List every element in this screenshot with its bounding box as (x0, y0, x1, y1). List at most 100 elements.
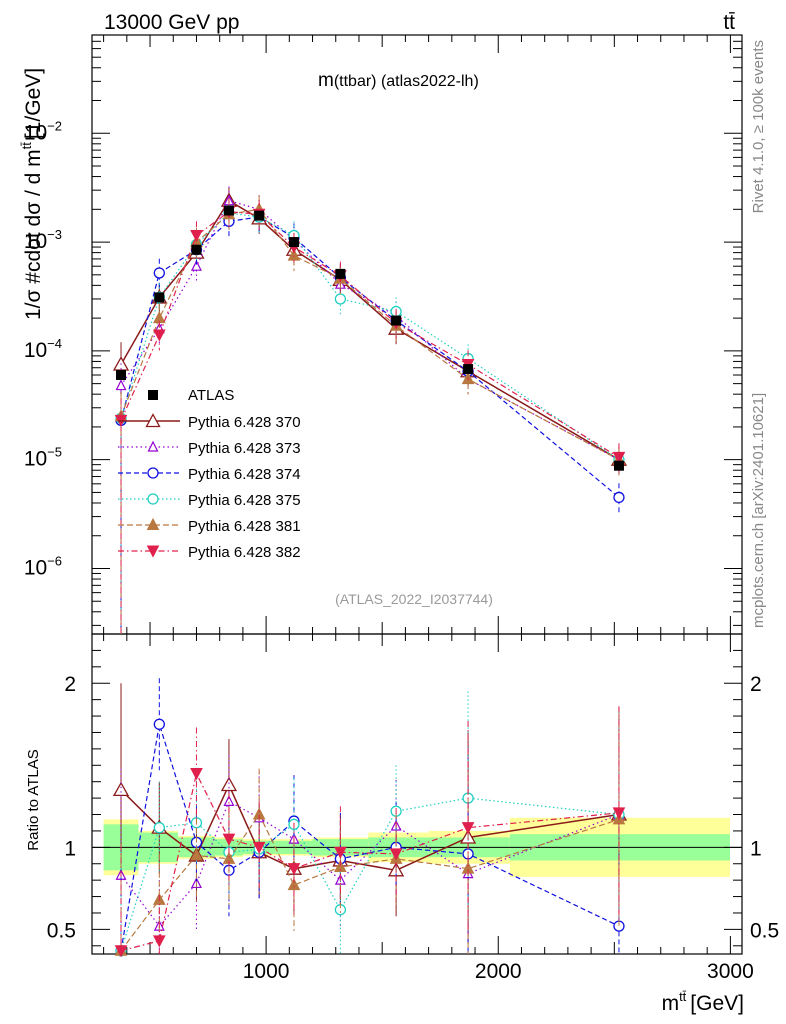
main-y-tick-label-2: 10−4 (24, 336, 62, 362)
legend-entry-381: Pythia 6.428 381 (118, 517, 301, 535)
plot-title-main: m (318, 70, 334, 91)
x-axis-label-sup: tt̄ (679, 989, 687, 1004)
main-y-tick-label-base: 10 (24, 448, 47, 471)
series-line-382 (120, 211, 620, 458)
data-point-373 (115, 379, 127, 391)
ratio-line-381 (120, 813, 620, 952)
legend-entry-382: Pythia 6.428 382 (118, 544, 301, 561)
main-y-tick-label-0: 10−6 (24, 553, 62, 579)
main-y-axis-label-main: 1/σ #cdot dσ / d m (22, 149, 45, 320)
ratio-point-382 (461, 822, 475, 835)
x-axis-label-unit: [GeV] (690, 992, 744, 1015)
ratio-y-tick-label-left-1: 1 (64, 837, 76, 860)
legend-marker-373 (147, 440, 159, 452)
data-point-382 (612, 451, 626, 464)
legend-label-374: Pythia 6.428 374 (188, 466, 301, 483)
legend-entry-atlas: ATLAS (148, 387, 234, 404)
main-y-tick-label-3: 10−3 (24, 227, 62, 253)
legend-label-375: Pythia 6.428 375 (188, 492, 301, 509)
ratio-point-374 (153, 718, 165, 730)
x-axis-label-main: m (662, 992, 680, 1015)
data-point-374 (153, 267, 165, 279)
series-line-375 (120, 212, 620, 461)
main-y-axis-label-unit: [1/GeV] (22, 68, 45, 139)
main-y-axis-label: 1/σ #cdot dσ / d mtt̄ [1/GeV] (19, 68, 45, 320)
ratio-point-382 (287, 863, 301, 876)
plot-title: m(ttbar) (atlas2022-lh) (318, 70, 479, 91)
legend-entry-375: Pythia 6.428 375 (118, 492, 301, 509)
ratio-point-375 (153, 821, 165, 834)
atlas-data-point (335, 268, 346, 279)
main-y-tick-label-base: 10 (24, 230, 47, 253)
legend-label-atlas: ATLAS (188, 387, 234, 404)
legend-marker-381 (146, 517, 160, 530)
legend-marker-382 (146, 545, 160, 558)
mcplots-label: mcplots.cern.ch [arXiv:2401.10621] (750, 393, 767, 628)
rivet-label: Rivet 4.1.0, ≥ 100k events (750, 40, 767, 213)
ratio-point-382 (222, 833, 236, 846)
main-y-tick-label-exp: −5 (47, 445, 62, 460)
legend-label-370: Pythia 6.428 370 (188, 414, 301, 431)
atlas-data-point (191, 244, 202, 255)
x-tick-label-1: 2000 (475, 960, 522, 983)
series-line-374 (120, 216, 620, 498)
data-point-382 (190, 229, 203, 243)
ratio-point-382 (334, 846, 347, 859)
ratio-frame (91, 633, 743, 955)
energy-label: 13000 GeV pp (104, 11, 239, 34)
data-point-373 (190, 259, 202, 271)
main-y-axis-label-sup: tt̄ (19, 142, 34, 150)
ratio-y-tick-label-right-0: 0.5 (750, 919, 779, 942)
main-y-tick-label-exp: −6 (47, 553, 62, 568)
ratio-y-tick-label-left-2: 2 (64, 673, 76, 696)
main-y-tick-label-exp: −4 (47, 336, 62, 351)
ratio-point-382 (152, 935, 166, 948)
ratio-point-381 (287, 877, 301, 891)
ratio-line-382 (120, 771, 620, 952)
ratio-point-382 (190, 767, 203, 781)
main-y-tick-label-base: 10 (24, 121, 47, 144)
atlas-data-point (116, 370, 127, 381)
ratio-point-373 (223, 795, 235, 806)
legend: ATLAS Pythia 6.428 370 Pythia 6.428 373 … (118, 387, 301, 561)
legend-label-382: Pythia 6.428 382 (188, 544, 301, 561)
main-y-tick-label-base: 10 (24, 556, 47, 579)
x-tick-label-2: 3000 (707, 960, 754, 983)
legend-marker-370 (145, 413, 161, 428)
legend-marker-374 (147, 467, 159, 479)
legend-marker-atlas (148, 390, 158, 400)
ratio-line-370 (120, 783, 620, 872)
plot-title-rest: (ttbar) (atlas2022-lh) (334, 73, 479, 90)
legend-label-373: Pythia 6.428 373 (188, 440, 301, 457)
atlas-data-point (154, 292, 165, 303)
main-y-tick-label-4: 10−2 (24, 118, 62, 144)
data-point-382 (152, 329, 166, 342)
ratio-line-374 (120, 724, 620, 951)
ratio-point-370 (220, 776, 238, 792)
main-y-tick-label-1: 10−5 (24, 445, 62, 471)
series-line-370 (120, 199, 620, 461)
ratio-point-382 (612, 807, 626, 820)
series-line-373 (120, 199, 620, 461)
main-y-tick-label-base: 10 (24, 339, 47, 362)
legend-marker-375 (147, 493, 159, 505)
atlas-data-point (254, 210, 265, 221)
process-label: tt̄ (723, 11, 735, 34)
ratio-y-axis-label: Ratio to ATLAS (25, 749, 42, 850)
legend-label-381: Pythia 6.428 381 (188, 518, 301, 535)
analysis-watermark: (ATLAS_2022_I2037744) (335, 591, 493, 607)
atlas-data-point (391, 315, 402, 326)
series-line-381 (120, 208, 620, 461)
ratio-y-tick-label-right-1: 1 (750, 837, 762, 860)
ratio-y-tick-label-right-2: 2 (750, 673, 762, 696)
main-y-tick-label-exp: −3 (47, 227, 62, 242)
ratio-point-382 (389, 848, 403, 861)
ratio-point-382 (252, 841, 266, 854)
x-tick-label-0: 1000 (243, 960, 290, 983)
atlas-data-point (613, 460, 624, 471)
legend-entry-374: Pythia 6.428 374 (118, 466, 301, 483)
legend-entry-373: Pythia 6.428 373 (118, 440, 301, 457)
ratio-y-tick-label-left-0: 0.5 (47, 919, 76, 942)
main-y-tick-label-exp: −2 (47, 118, 62, 133)
